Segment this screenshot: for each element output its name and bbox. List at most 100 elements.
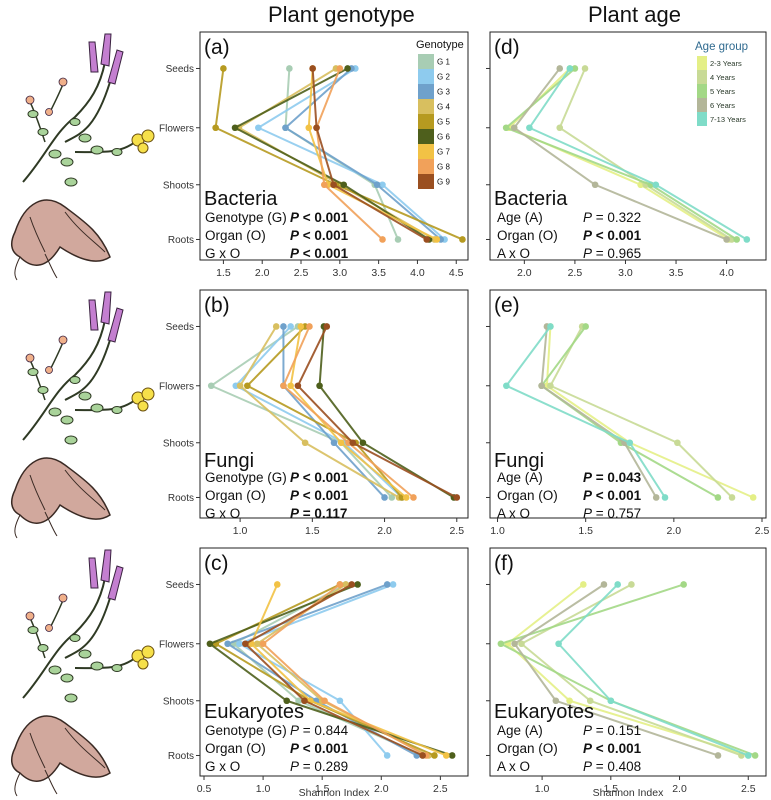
x-tick-label: 1.5 — [315, 783, 330, 795]
legend-label: 4 Years — [710, 73, 735, 82]
data-point — [224, 640, 231, 648]
data-point — [316, 382, 323, 390]
panel-label-d: (d) — [494, 36, 520, 59]
stat-label: A x O — [497, 246, 530, 261]
stat-label: Organ (O) — [497, 488, 558, 503]
y-tick-label-shoots: Shoots — [163, 180, 194, 191]
data-point — [538, 382, 545, 390]
data-point — [336, 697, 344, 705]
panel-title: Fungi — [204, 450, 254, 472]
data-point — [321, 697, 328, 705]
data-point — [453, 494, 461, 501]
stat-p-value: P < 0.001 — [583, 228, 642, 243]
x-tick-label: 2.0 — [672, 783, 687, 795]
stat-p-value: P = 0.043 — [583, 470, 642, 485]
data-point — [600, 581, 608, 588]
stat-p-value: P = 0.289 — [290, 759, 348, 774]
series-line-g-3 — [284, 67, 442, 241]
series-line-g-1 — [232, 583, 424, 757]
x-axis-label: Shannon Index — [593, 787, 664, 799]
data-point — [295, 697, 302, 705]
data-point — [383, 581, 391, 588]
data-point — [410, 494, 417, 501]
data-point — [586, 697, 594, 705]
stat-p-value: P < 0.001 — [290, 246, 349, 261]
data-point — [743, 236, 751, 243]
data-point — [301, 697, 308, 705]
data-point — [744, 752, 752, 759]
stat-p-value: P = 0.322 — [583, 210, 641, 225]
y-tick-label-shoots: Shoots — [163, 438, 194, 449]
panel-a: Seeds Flowers Shoots Roots 1.5 2.0 2.5 3.0 3.5 4.… — [159, 31, 469, 279]
x-tick-label: 1.5 — [216, 267, 231, 279]
legend-swatch — [418, 69, 434, 84]
y-tick-label-seeds: Seeds — [166, 322, 194, 333]
y-tick-label-flowers: Flowers — [159, 123, 194, 134]
panel-title: Eukaryotes — [494, 701, 594, 723]
panel-frame — [199, 31, 469, 261]
data-point — [354, 581, 361, 588]
panel-title: Eukaryotes — [204, 701, 304, 723]
stat-p-value: P = 0.408 — [583, 759, 641, 774]
data-point — [236, 382, 244, 390]
panel-title: Fungi — [494, 450, 544, 472]
data-point — [336, 65, 344, 72]
data-point — [448, 752, 456, 759]
data-point — [652, 181, 660, 189]
header-plant-age: Plant age — [588, 2, 681, 27]
x-tick-label: 2.5 — [755, 525, 770, 537]
stat-label: G x O — [205, 506, 240, 521]
stat-label: Organ (O) — [497, 741, 558, 756]
data-point — [236, 640, 243, 648]
legend-label: G 5 — [437, 118, 450, 127]
data-point — [306, 323, 313, 330]
data-point — [581, 65, 589, 72]
legend-swatch — [697, 56, 707, 70]
legend-swatch — [418, 159, 434, 174]
legend-title: Genotype — [416, 39, 464, 51]
data-point — [749, 494, 757, 501]
stat-label: G x O — [205, 246, 240, 261]
panel-label-e: (e) — [494, 294, 520, 317]
data-point — [207, 382, 215, 390]
stat-label: Organ (O) — [205, 741, 266, 756]
x-tick-label: 2.0 — [255, 267, 270, 279]
series-line-g-7 — [307, 68, 438, 241]
series-line-5-years — [499, 583, 756, 757]
data-point — [607, 697, 615, 705]
stat-p-value: P = 0.844 — [290, 723, 349, 738]
series-line-g-6 — [318, 326, 455, 499]
stat-label: Age (A) — [497, 210, 543, 225]
data-point — [286, 65, 293, 72]
data-point — [244, 382, 251, 390]
series-line-g-8 — [282, 326, 415, 499]
series-line-g-6 — [234, 67, 430, 241]
data-point — [591, 181, 599, 189]
data-point — [388, 494, 396, 501]
data-point — [556, 124, 564, 132]
plant-illustration — [10, 33, 155, 281]
legend-title: Age group — [695, 41, 748, 53]
stat-p-value: P < 0.001 — [290, 470, 349, 485]
legend-swatch — [697, 84, 707, 98]
data-point — [459, 236, 466, 243]
x-tick-label: 1.0 — [490, 525, 505, 537]
data-point — [714, 752, 722, 759]
legend-swatch — [418, 144, 434, 159]
data-point — [394, 236, 402, 243]
legend-swatch — [418, 129, 434, 144]
stat-p-value: P < 0.001 — [583, 741, 642, 756]
panel-b: Seeds Flowers Shoots Roots 1.0 1.5 2.0 2.5 (b) Fu… — [159, 289, 469, 537]
panel-title: Bacteria — [494, 188, 568, 210]
data-point — [320, 181, 328, 189]
data-point — [323, 323, 331, 330]
data-point — [580, 581, 587, 588]
data-point — [547, 382, 554, 390]
data-point — [402, 494, 410, 501]
legend-swatch — [418, 174, 434, 189]
data-point — [330, 181, 337, 189]
data-point — [379, 181, 386, 189]
data-point — [751, 752, 759, 759]
